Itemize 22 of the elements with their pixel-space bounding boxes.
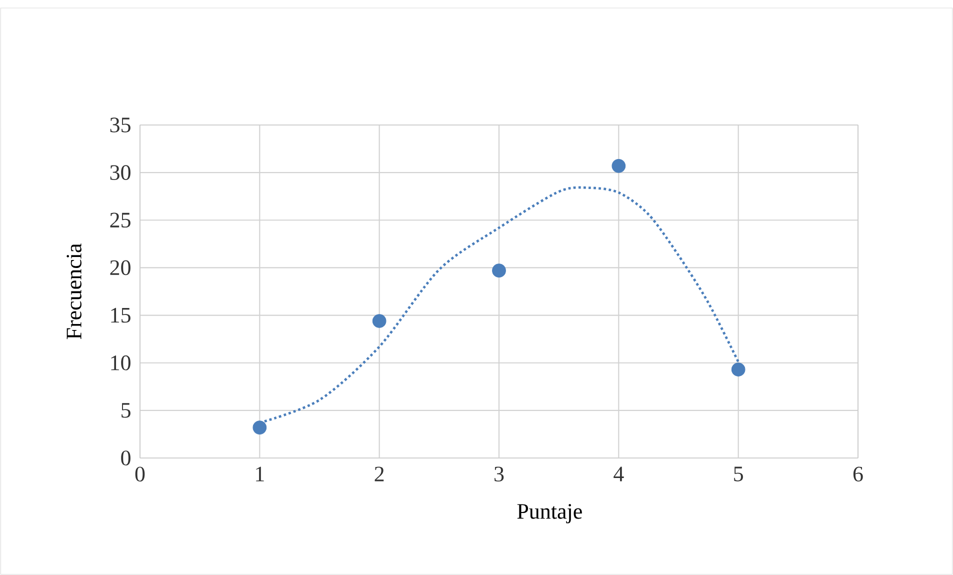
y-tick-label: 30 (110, 165, 130, 180)
x-tick-label: 6 (853, 466, 863, 482)
x-tick-label: 5 (734, 466, 743, 482)
y-tick-label: 10 (111, 355, 130, 370)
x-tick-label: 0 (135, 466, 145, 482)
y-tick-label: 0 (121, 450, 130, 466)
y-axis-title: Frecuencia (66, 244, 82, 340)
y-tick-label: 25 (110, 212, 130, 228)
y-tick-label: 15 (111, 308, 130, 323)
x-axis-title: Puntaje (517, 504, 582, 524)
point (372, 314, 386, 328)
y-tick-label: 5 (122, 403, 130, 418)
y-tick-label: 20 (110, 260, 130, 276)
x-tick-label: 3 (494, 466, 504, 482)
x-tick-label: 2 (374, 466, 384, 482)
x-tick-label: 1 (256, 466, 264, 482)
x-tick-label: 4 (614, 466, 624, 482)
y-tick-label: 35 (110, 118, 130, 132)
point (612, 158, 626, 173)
point (252, 420, 267, 434)
point (731, 362, 746, 376)
point (492, 264, 506, 278)
